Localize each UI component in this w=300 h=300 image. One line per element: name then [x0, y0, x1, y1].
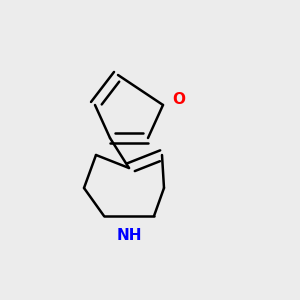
Text: O: O [172, 92, 185, 107]
Text: NH: NH [116, 228, 142, 243]
